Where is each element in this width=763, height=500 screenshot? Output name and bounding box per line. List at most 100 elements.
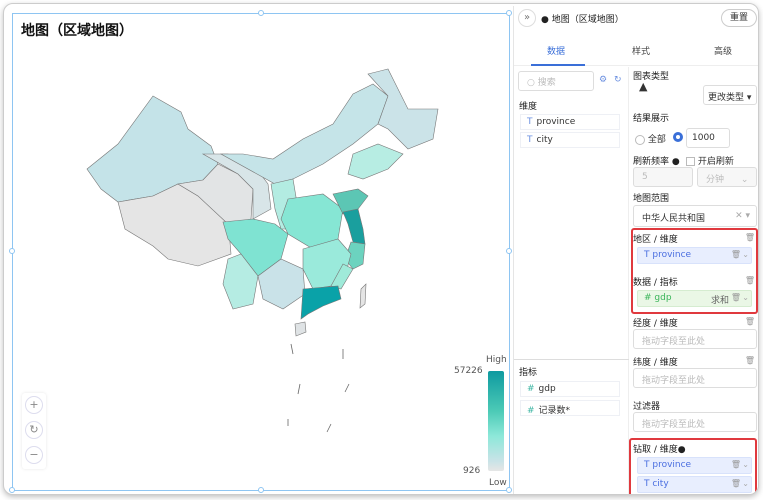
info-icon: ●	[677, 445, 686, 455]
text-type-icon: T	[644, 250, 653, 260]
region-guangdong[interactable]	[300, 285, 342, 320]
trash-icon[interactable]: 🗑	[730, 479, 741, 488]
longitude-drop-zone[interactable]: 拖动字段至此处	[633, 329, 757, 349]
trash-icon[interactable]: 🗑	[744, 317, 755, 326]
region-hainan[interactable]	[294, 321, 307, 337]
trash-icon[interactable]: 🗑	[730, 293, 741, 302]
search-input[interactable]: ○ 搜索	[518, 71, 594, 91]
chevron-down-icon[interactable]: ⌄	[742, 460, 749, 469]
result-all-radio[interactable]: 全部	[635, 132, 666, 145]
resize-handle[interactable]	[258, 10, 264, 16]
text-type-icon: T	[527, 117, 533, 127]
pill-text: gdp	[654, 293, 672, 303]
chart-card[interactable]: 地图（区域地图） High 57226 926 Low + ↻ −	[9, 10, 512, 493]
trash-icon[interactable]: 🗑	[744, 276, 755, 285]
panel-tabs: 数据 样式 高级	[514, 36, 758, 66]
number-type-icon: #	[527, 406, 535, 416]
legend-high-label: High	[486, 355, 507, 365]
tab-advanced[interactable]: 高级	[714, 47, 733, 57]
data-label: 数据 / 指标	[633, 278, 678, 288]
chevron-down-icon[interactable]: ⌄	[742, 293, 749, 302]
china-region-map[interactable]	[13, 14, 511, 492]
latitude-label: 纬度 / 维度	[633, 358, 678, 368]
clear-chevron-icon[interactable]: ✕ ▾	[735, 211, 750, 221]
map-zoom-controls: + ↻ −	[22, 393, 46, 469]
region-taiwan[interactable]	[359, 283, 367, 309]
region-shandong[interactable]	[332, 188, 369, 215]
reset-view-button[interactable]: ↻	[25, 421, 43, 439]
pill-text: province	[652, 460, 692, 470]
info-icon: ●	[671, 157, 680, 167]
tab-data[interactable]: 数据	[547, 47, 566, 57]
unit-text: 分钟	[706, 175, 725, 185]
chevron-down-icon[interactable]: ⌄	[742, 250, 749, 259]
refresh-icon[interactable]: ↻	[614, 75, 622, 85]
chevron-down-icon[interactable]: ⌄	[742, 479, 749, 488]
trash-icon[interactable]: 🗑	[744, 356, 755, 365]
trash-icon[interactable]: 🗑	[730, 250, 741, 259]
caret-down-icon: ▾	[746, 93, 752, 103]
refresh-unit-select[interactable]: 分钟 ⌄	[697, 167, 757, 187]
field-name: province	[536, 117, 576, 127]
region-tibet[interactable]	[117, 183, 232, 267]
pill-text: province	[652, 250, 692, 260]
resize-handle[interactable]	[506, 248, 512, 254]
expand-icon[interactable]: »	[518, 9, 536, 27]
refresh-value-input[interactable]: 5	[633, 167, 693, 187]
measure-field-count[interactable]: # 记录数*	[520, 400, 620, 416]
checkbox-label: 开启刷新	[697, 157, 734, 167]
field-name: 记录数*	[538, 406, 571, 416]
legend-gradient-slider[interactable]	[488, 371, 504, 471]
resize-handle[interactable]	[506, 487, 512, 493]
region-heilongjiang[interactable]	[367, 68, 439, 150]
resize-handle[interactable]	[9, 487, 15, 493]
highlight-box	[631, 228, 758, 314]
auto-refresh-checkbox[interactable]: 开启刷新	[686, 154, 734, 167]
map-scope-select[interactable]: 中华人民共和国 ✕ ▾	[633, 205, 757, 227]
tab-style[interactable]: 样式	[632, 47, 651, 57]
aggregation-label[interactable]: 求和	[710, 296, 729, 306]
latitude-drop-zone[interactable]: 拖动字段至此处	[633, 368, 757, 388]
legend-low-label: Low	[489, 478, 507, 488]
region-jilin-liaoning[interactable]	[347, 143, 404, 180]
zoom-out-button[interactable]: −	[25, 446, 43, 464]
change-type-dropdown[interactable]: 更改类型 ▾	[703, 85, 757, 105]
refresh-label-text: 刷新频率	[633, 157, 670, 167]
settings-icon[interactable]: ⚙	[599, 75, 608, 85]
region-inner-mongolia[interactable]	[219, 83, 389, 185]
legend-max: 57226	[454, 366, 483, 376]
region-yunnan[interactable]	[222, 253, 259, 310]
zoom-in-button[interactable]: +	[25, 396, 43, 414]
result-limit-radio[interactable]	[673, 132, 683, 143]
map-scope-label: 地图范围	[633, 194, 670, 204]
filter-drop-zone[interactable]: 拖动字段至此处	[633, 412, 757, 432]
trash-icon[interactable]: 🗑	[744, 233, 755, 242]
info-icon: ●	[541, 15, 549, 25]
drill-field-city[interactable]: T city 🗑 ⌄	[637, 476, 752, 493]
pane-resize-handle[interactable]	[514, 359, 629, 360]
reset-button[interactable]: 重置	[721, 9, 757, 27]
resize-handle[interactable]	[258, 487, 264, 493]
result-label: 结果展示	[633, 114, 670, 124]
measure-field-gdp[interactable]: # gdp	[520, 381, 620, 397]
resize-handle[interactable]	[506, 10, 512, 16]
drill-field-province[interactable]: T province 🗑 ⌄	[637, 457, 752, 474]
app-window: 地图（区域地图） High 57226 926 Low + ↻ − » ● 地图…	[3, 3, 759, 495]
region-fujian[interactable]	[330, 263, 354, 290]
number-type-icon: #	[644, 293, 655, 303]
trash-icon[interactable]: 🗑	[730, 460, 741, 469]
resize-handle[interactable]	[9, 248, 15, 254]
radio-selected-icon	[673, 132, 683, 142]
region-field-province[interactable]: T province 🗑 ⌄	[637, 247, 752, 264]
text-type-icon: T	[644, 479, 653, 489]
map-scope-value: 中华人民共和国	[642, 214, 706, 224]
region-jiangsu[interactable]	[342, 208, 366, 245]
data-field-gdp[interactable]: # gdp 求和 🗑 ⌄	[637, 290, 752, 307]
field-name: city	[536, 135, 553, 145]
filter-label: 过滤器	[633, 402, 661, 412]
panel-header: » ● 地图（区域地图） 重置	[514, 6, 758, 31]
number-type-icon: #	[527, 384, 535, 394]
result-limit-input[interactable]: 1000	[686, 128, 730, 148]
